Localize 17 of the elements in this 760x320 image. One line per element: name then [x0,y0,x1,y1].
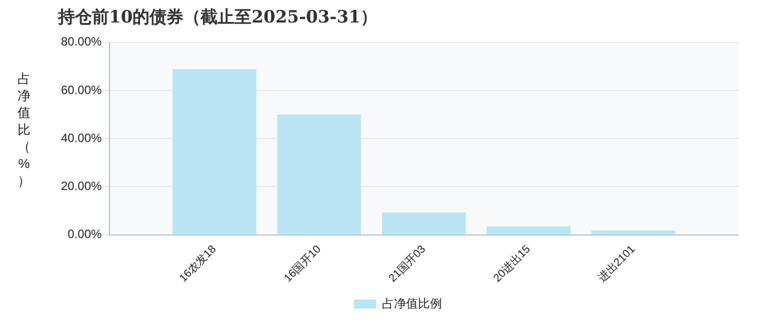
y-tick-label: 60.00% [60,82,102,97]
y-axis-title: 占净值比（%） [16,70,32,189]
bar [591,230,676,234]
y-tick-label: 0.00% [68,227,102,242]
x-tick-label: 20进出15 [490,242,533,285]
x-tick-label: 16国开10 [282,243,324,285]
bar [382,212,466,234]
bar [172,69,256,234]
y-tick-label: 80.00% [60,34,102,49]
y-tick-label: 40.00% [60,130,102,145]
y-tick-label: 20.00% [60,179,102,194]
legend-label: 占净值比例 [382,296,442,310]
x-tick-label: 16农发18 [177,243,219,285]
bar [486,226,570,234]
chart-title: 持仓前10的债券（截止至2025-03-31） [57,8,378,28]
x-tick-label: 21国开03 [386,243,428,285]
bar [277,114,362,234]
